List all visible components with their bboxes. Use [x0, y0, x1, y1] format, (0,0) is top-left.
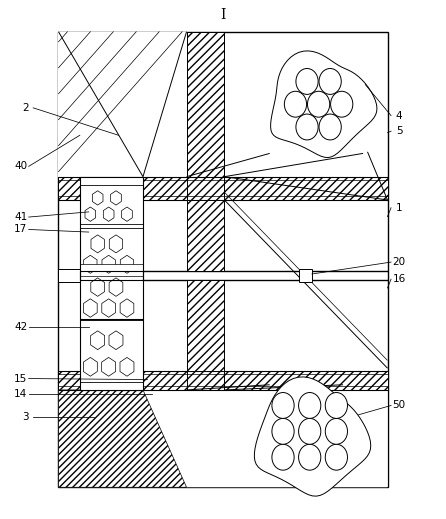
Bar: [186, 32, 224, 176]
Polygon shape: [186, 390, 388, 487]
Text: 40: 40: [14, 161, 27, 171]
Circle shape: [298, 444, 321, 470]
Text: 15: 15: [14, 374, 27, 384]
Circle shape: [325, 444, 347, 470]
Circle shape: [307, 91, 330, 117]
Bar: [58, 269, 80, 282]
Circle shape: [285, 91, 306, 117]
Circle shape: [296, 114, 318, 140]
Circle shape: [296, 69, 318, 94]
Bar: [80, 381, 143, 390]
Bar: [299, 269, 312, 282]
Circle shape: [330, 91, 353, 117]
Polygon shape: [254, 377, 371, 496]
Text: 2: 2: [22, 103, 29, 113]
Bar: [80, 264, 143, 271]
Bar: [80, 276, 143, 280]
Circle shape: [272, 444, 294, 470]
Text: 50: 50: [392, 401, 405, 411]
Bar: [80, 185, 143, 224]
Polygon shape: [58, 32, 186, 176]
Bar: [186, 280, 224, 371]
Polygon shape: [271, 51, 377, 158]
Text: 42: 42: [14, 322, 27, 332]
Circle shape: [325, 418, 347, 444]
Text: 20: 20: [392, 257, 405, 267]
Bar: [186, 200, 224, 271]
Polygon shape: [58, 390, 186, 487]
Circle shape: [272, 418, 294, 444]
Bar: [80, 224, 143, 228]
Text: I: I: [220, 8, 226, 22]
Text: 3: 3: [22, 412, 29, 422]
Text: 41: 41: [14, 212, 27, 222]
Text: 14: 14: [14, 389, 27, 399]
Circle shape: [319, 114, 341, 140]
Circle shape: [272, 392, 294, 418]
Bar: [80, 176, 143, 280]
Text: 4: 4: [396, 111, 402, 120]
Circle shape: [298, 392, 321, 418]
Circle shape: [325, 392, 347, 418]
Text: 1: 1: [396, 203, 402, 213]
Bar: [80, 271, 143, 320]
Bar: [80, 320, 143, 381]
Polygon shape: [58, 371, 388, 390]
Text: 16: 16: [392, 274, 406, 284]
Bar: [80, 176, 143, 185]
Polygon shape: [58, 176, 388, 200]
Bar: [58, 32, 388, 487]
Circle shape: [319, 69, 341, 94]
Text: 17: 17: [14, 225, 27, 235]
Bar: [80, 271, 143, 390]
Text: 5: 5: [396, 126, 402, 136]
Bar: [80, 228, 143, 276]
Circle shape: [298, 418, 321, 444]
